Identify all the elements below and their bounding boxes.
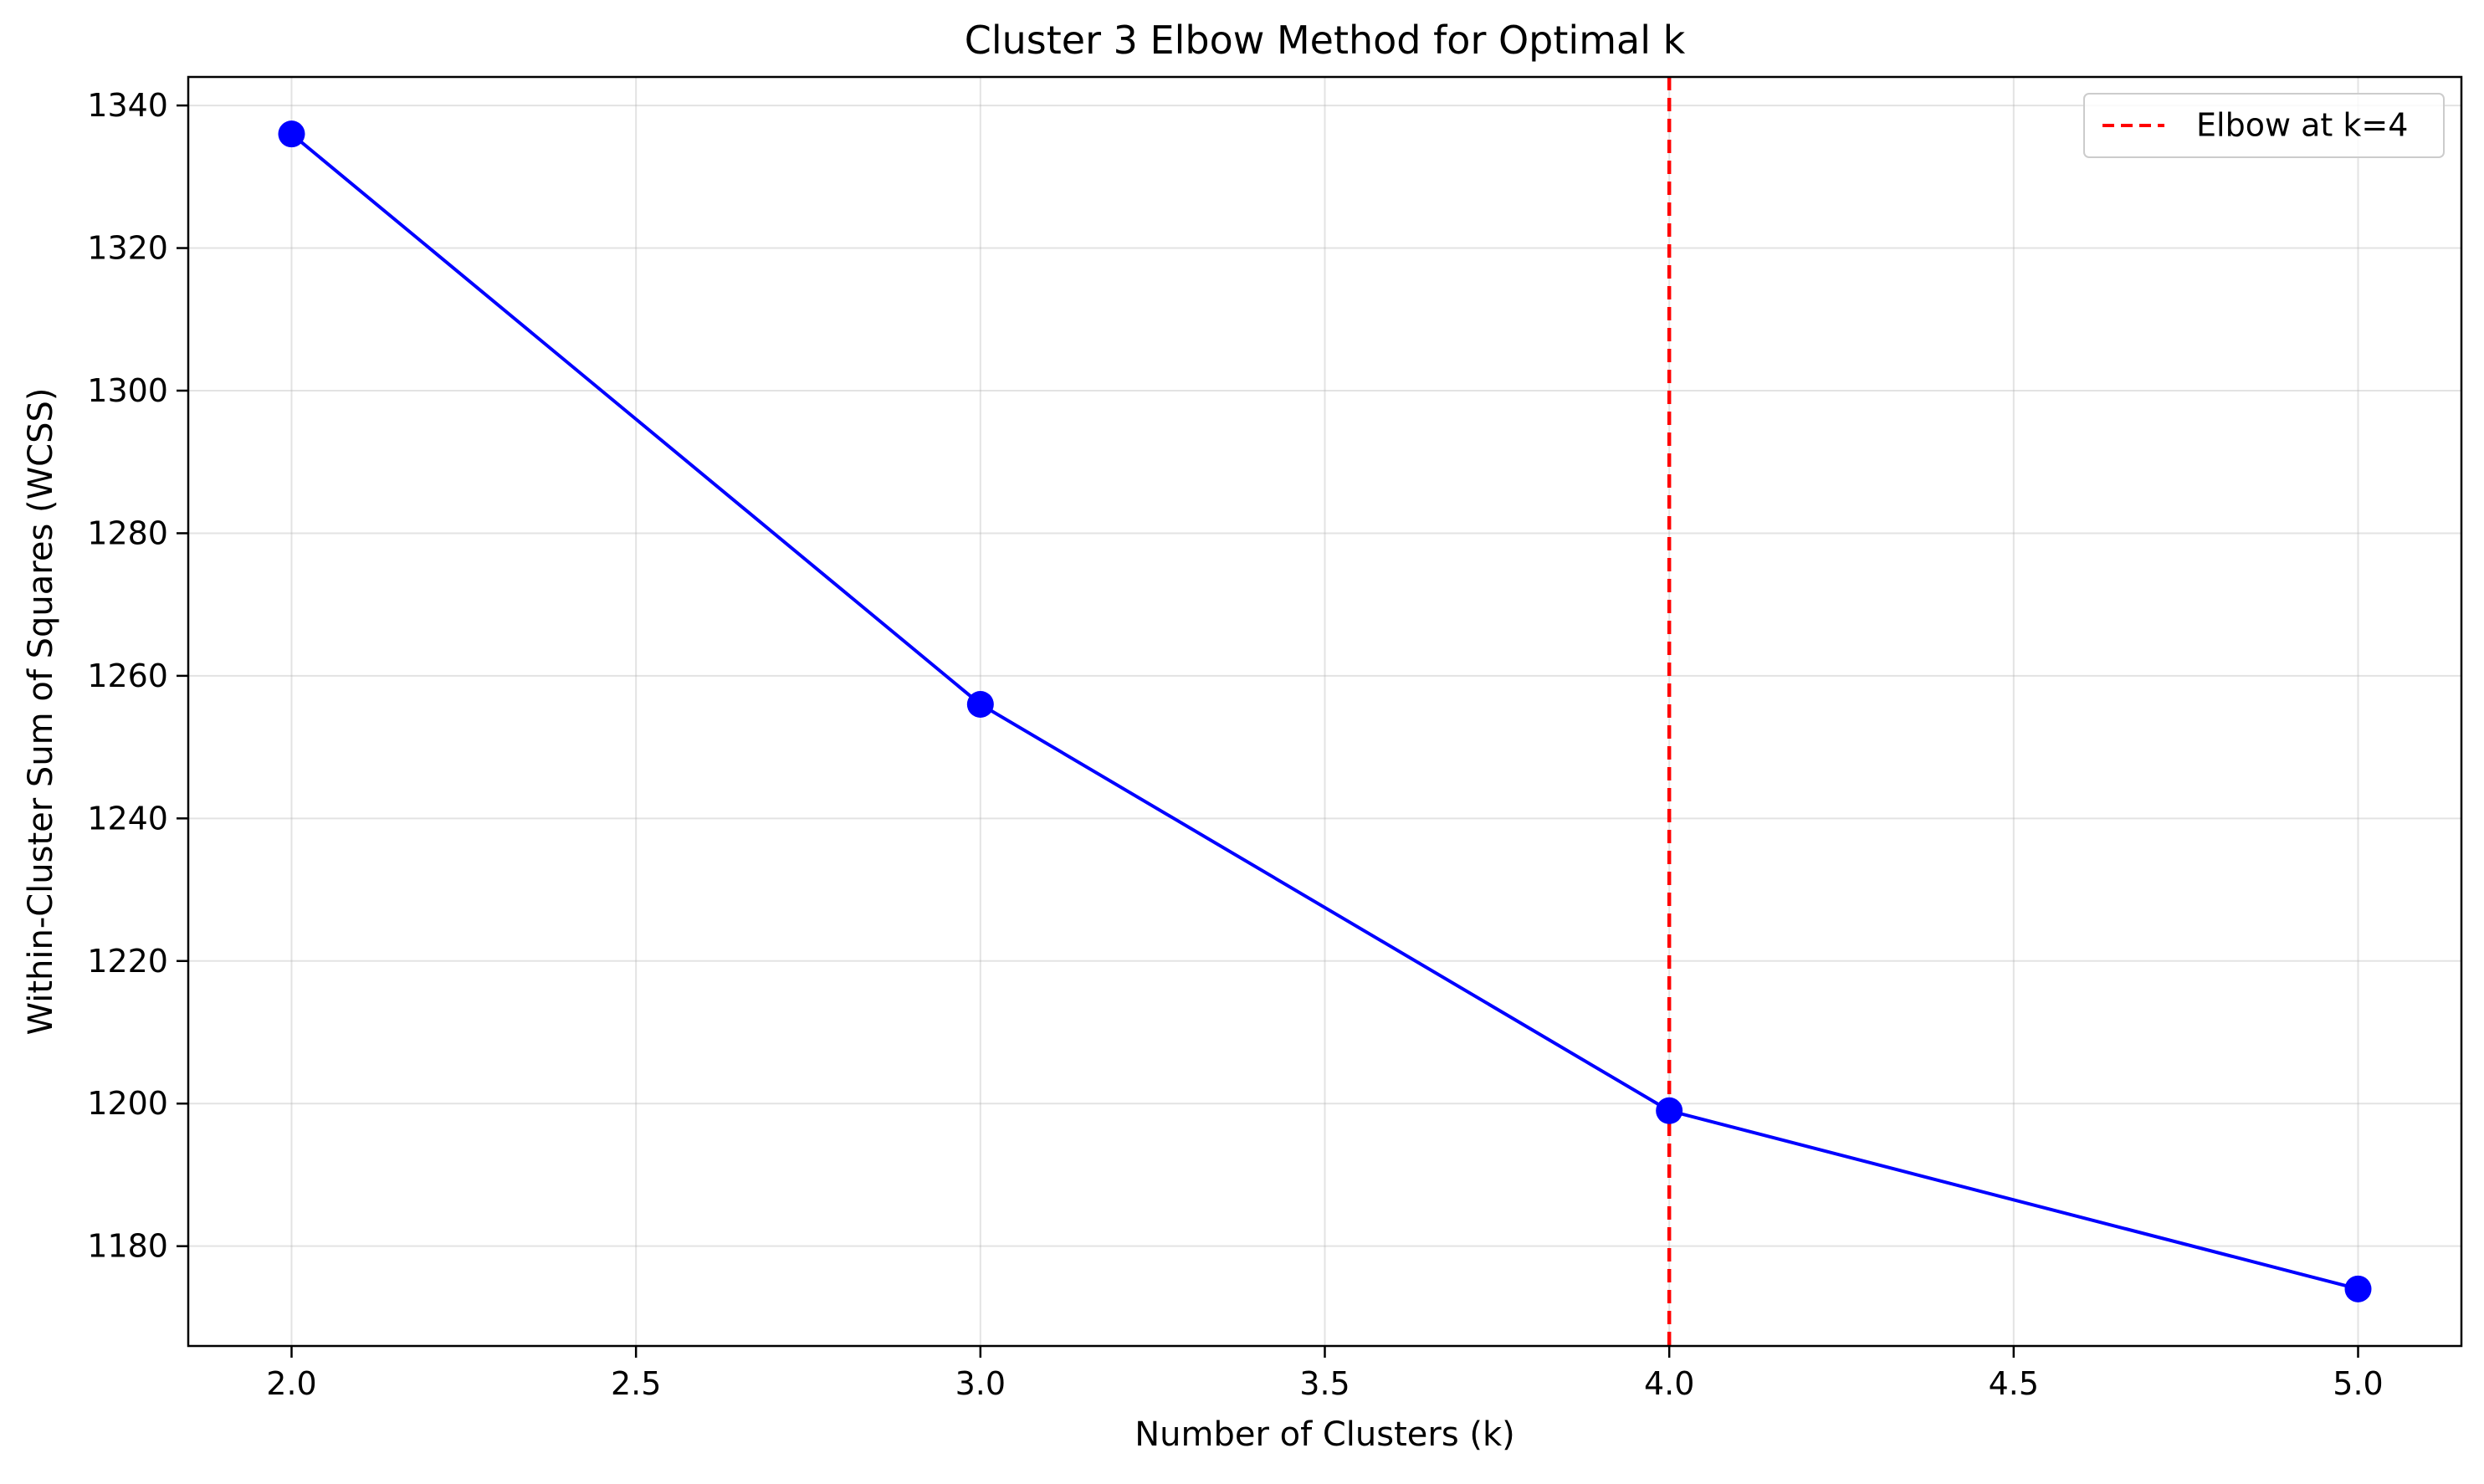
y-tick-label: 1240 <box>87 800 168 837</box>
y-tick-label: 1260 <box>87 658 168 694</box>
legend-entry-label: Elbow at k=4 <box>2196 107 2408 144</box>
x-tick-label: 5.0 <box>2333 1365 2383 1402</box>
x-tick-label: 4.5 <box>1989 1365 2039 1402</box>
chart-title: Cluster 3 Elbow Method for Optimal k <box>965 18 1686 63</box>
y-tick-label: 1280 <box>87 514 168 551</box>
y-tick-label: 1180 <box>87 1228 168 1265</box>
x-tick-label: 2.0 <box>266 1365 316 1402</box>
x-tick-label: 4.0 <box>1644 1365 1694 1402</box>
y-tick-label: 1320 <box>87 230 168 267</box>
wcss-data-point <box>2344 1275 2372 1302</box>
y-axis-label: Within-Cluster Sum of Squares (WCSS) <box>22 388 60 1036</box>
legend: Elbow at k=4 <box>2083 93 2445 158</box>
wcss-series-line <box>290 132 2359 1291</box>
tick-layer: 2.0 2.5 3.0 3.5 4.0 4.5 5.0 1180 1200 1220 1240 126… <box>87 87 2383 1402</box>
x-tick-label: 3.5 <box>1299 1365 1350 1402</box>
series-layer <box>278 120 2372 1302</box>
y-tick-label: 1300 <box>87 372 168 409</box>
y-tick-label: 1220 <box>87 943 168 980</box>
legend-box <box>2083 93 2445 158</box>
x-tick-label: 3.0 <box>955 1365 1006 1402</box>
wcss-data-point <box>278 120 305 148</box>
wcss-data-point <box>1656 1097 1683 1124</box>
wcss-data-point <box>966 690 994 718</box>
y-tick-label: 1340 <box>87 87 168 124</box>
x-tick-label: 2.5 <box>611 1365 661 1402</box>
grid-layer <box>188 77 2461 1346</box>
x-axis-label: Number of Clusters (k) <box>1134 1415 1515 1454</box>
y-tick-label: 1200 <box>87 1085 168 1122</box>
